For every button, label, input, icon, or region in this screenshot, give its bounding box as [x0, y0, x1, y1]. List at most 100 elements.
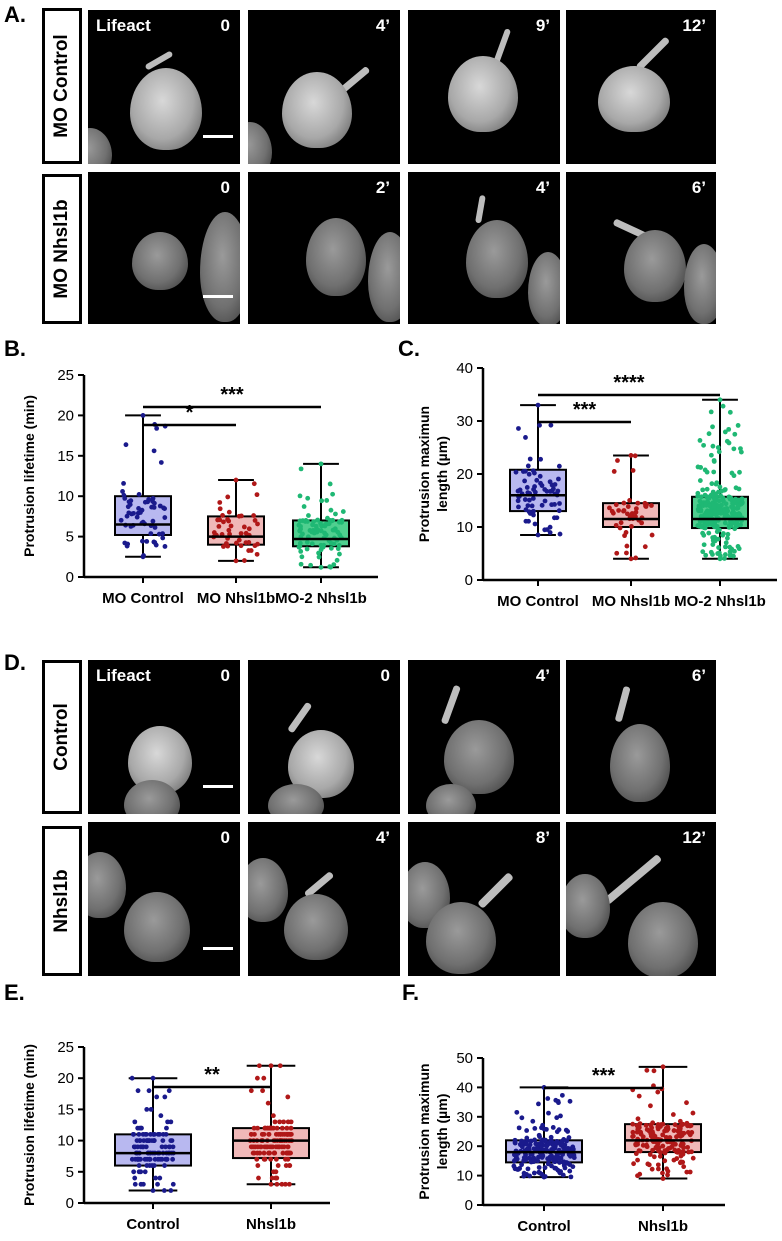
- data-point: [274, 1125, 280, 1131]
- data-point: [319, 498, 325, 504]
- data-point: [256, 1175, 261, 1181]
- data-point: [708, 519, 714, 525]
- data-point: [527, 511, 533, 516]
- data-point: [275, 1163, 281, 1168]
- data-point: [125, 541, 131, 547]
- data-point: [568, 1153, 573, 1159]
- data-point: [571, 1155, 577, 1161]
- data-point: [556, 476, 561, 482]
- data-point: [298, 548, 304, 554]
- data-point: [540, 1153, 546, 1159]
- data-point: [261, 1075, 267, 1081]
- data-point: [617, 525, 623, 531]
- data-point: [710, 542, 716, 547]
- y-tick-label: 10: [57, 488, 74, 505]
- panel-letter-b: B.: [4, 336, 26, 361]
- data-point: [735, 544, 741, 549]
- data-point: [162, 515, 168, 520]
- data-point: [690, 1110, 696, 1116]
- data-point: [271, 1150, 277, 1156]
- data-point: [134, 1138, 140, 1143]
- data-point: [525, 463, 531, 469]
- chart-e-protrusion-lifetime: 0 5 10 15 20 25 Protrusion lifetime (min) Contr…: [21, 1039, 330, 1233]
- data-point: [665, 1135, 671, 1141]
- data-point: [698, 494, 704, 500]
- data-point: [298, 466, 304, 472]
- data-point: [328, 507, 334, 513]
- data-point: [287, 1181, 292, 1187]
- data-point: [538, 456, 544, 462]
- data-point: [156, 531, 162, 537]
- data-point: [678, 1153, 684, 1159]
- data-point: [526, 471, 532, 477]
- micrograph-d-row2-t0: 0: [88, 822, 240, 976]
- y-axis-label: Protrusion lifetime (min): [21, 1044, 37, 1206]
- data-point: [690, 1155, 696, 1161]
- data-point: [542, 487, 548, 492]
- data-point: [650, 1147, 655, 1153]
- data-point: [140, 413, 146, 418]
- data-point: [333, 511, 338, 517]
- data-point: [168, 1188, 174, 1193]
- data-point: [280, 1150, 286, 1156]
- micrograph-d-row2-t2: 8’: [408, 822, 560, 976]
- data-point: [660, 1064, 666, 1070]
- scale-bar: [203, 947, 233, 950]
- significance-label: *: [186, 402, 194, 424]
- marker-label: Lifeact: [96, 16, 151, 35]
- data-point: [557, 531, 563, 537]
- data-point: [328, 564, 334, 570]
- data-point: [542, 527, 548, 533]
- data-point: [697, 478, 703, 483]
- data-point: [547, 524, 553, 530]
- data-point: [538, 480, 543, 486]
- data-point: [630, 1129, 636, 1135]
- data-point: [324, 498, 330, 503]
- data-point: [633, 506, 639, 511]
- data-point: [735, 497, 741, 503]
- box-mo-2-nhsl1b: [292, 461, 350, 570]
- data-point: [142, 1131, 148, 1137]
- data-point: [132, 1119, 138, 1125]
- data-point: [262, 1125, 268, 1131]
- data-point: [150, 1188, 156, 1193]
- data-point: [650, 1120, 656, 1126]
- data-point: [732, 431, 738, 437]
- data-point: [228, 523, 234, 529]
- data-point: [613, 522, 619, 528]
- data-point: [519, 1115, 525, 1121]
- data-point: [635, 500, 641, 506]
- y-tick-label: 5: [66, 529, 74, 546]
- data-point: [336, 542, 342, 548]
- data-point: [274, 1181, 280, 1187]
- data-point: [671, 1128, 677, 1133]
- data-point: [285, 1144, 291, 1150]
- data-point: [130, 1131, 136, 1137]
- y-tick-label: 20: [57, 1070, 74, 1087]
- data-point: [524, 1128, 530, 1133]
- data-point: [142, 499, 148, 505]
- data-point: [726, 494, 732, 500]
- y-axis-label: Protrusion maximun length (µm): [416, 406, 450, 542]
- data-point: [523, 507, 529, 513]
- data-point: [310, 522, 315, 528]
- data-point: [140, 1181, 146, 1187]
- data-point: [327, 481, 333, 487]
- data-point: [525, 1166, 531, 1172]
- data-point: [725, 531, 731, 537]
- data-point: [135, 1156, 141, 1162]
- data-point: [150, 1075, 156, 1081]
- data-point: [677, 1160, 683, 1166]
- data-point: [729, 504, 734, 510]
- data-point: [718, 510, 724, 516]
- box-mo-nhsl1b: [602, 453, 660, 562]
- data-point: [655, 1166, 661, 1172]
- data-point: [142, 1156, 148, 1162]
- data-point: [140, 554, 146, 560]
- chart-f-protrusion-length: 0 10 20 30 40 50 Protrusion maximun length (µm)…: [416, 1050, 725, 1235]
- data-point: [238, 531, 244, 536]
- timepoint-label: 0: [220, 828, 230, 847]
- data-point: [516, 1125, 522, 1131]
- data-point: [562, 1165, 568, 1171]
- data-point: [154, 1094, 160, 1100]
